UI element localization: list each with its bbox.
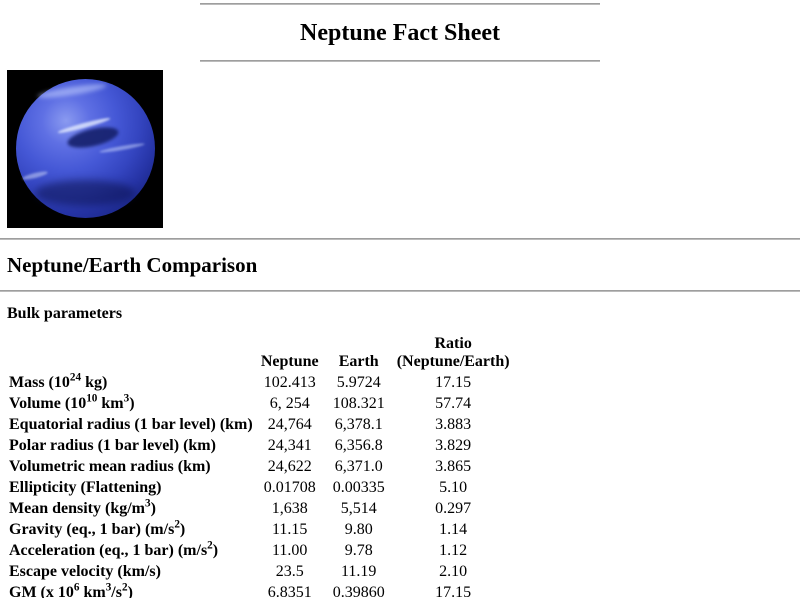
- cell-neptune: 24,341: [267, 437, 312, 454]
- cell-earth: 5,514: [340, 500, 377, 517]
- cell-earth: 108.321: [332, 395, 385, 412]
- cell-neptune: 6, 254: [269, 395, 310, 412]
- cell-neptune: 23.5: [275, 563, 304, 580]
- title-block: Neptune Fact Sheet: [200, 3, 600, 62]
- table-row: Escape velocity (km/s) 23.5 11.19 2.10: [7, 562, 512, 581]
- section-rule-bottom: [0, 290, 800, 292]
- table-body: Mass (1024 kg) 102.413 5.9724 17.15 Volume (…: [7, 371, 512, 598]
- table-row: Mass (1024 kg) 102.413 5.9724 17.15: [7, 371, 512, 392]
- cell-neptune: 24,622: [267, 458, 312, 475]
- table-row: Gravity (eq., 1 bar) (m/s2) 11.15 9.80 1.14: [7, 518, 512, 539]
- cell-neptune: 11.00: [272, 542, 308, 559]
- table-row: Volume (1010 km3) 6, 254 108.321 57.74: [7, 392, 512, 413]
- col-header-ratio-line1: Ratio: [434, 335, 472, 352]
- cell-ratio: 17.15: [435, 584, 472, 598]
- cell-earth: 9.78: [344, 542, 373, 559]
- neptune-image: [7, 70, 163, 228]
- cell-neptune: 6.8351: [267, 584, 312, 598]
- row-label: Mean density (kg/m3): [9, 497, 156, 517]
- cell-neptune: 102.413: [263, 374, 316, 391]
- table-corner-cell: [7, 335, 255, 371]
- cell-earth: 6,356.8: [334, 437, 383, 454]
- cell-earth: 6,371.0: [334, 458, 383, 475]
- row-label: Mass (1024 kg): [9, 371, 108, 391]
- row-label: Gravity (eq., 1 bar) (m/s2): [9, 518, 186, 538]
- table-row: Polar radius (1 bar level) (km) 24,341 6,3…: [7, 436, 512, 455]
- col-header-ratio: Ratio (Neptune/Earth): [395, 335, 512, 371]
- page-title: Neptune Fact Sheet: [300, 20, 500, 46]
- row-label: Polar radius (1 bar level) (km): [9, 437, 216, 454]
- row-label: Volumetric mean radius (km): [9, 458, 211, 475]
- row-label: Equatorial radius (1 bar level) (km): [9, 416, 253, 433]
- cell-earth: 9.80: [344, 521, 373, 538]
- row-label: Ellipticity (Flattening): [9, 479, 162, 496]
- section-rule-top: [0, 238, 800, 240]
- cell-ratio: 2.10: [439, 563, 468, 580]
- row-label: Escape velocity (km/s): [9, 563, 161, 580]
- table-row: Equatorial radius (1 bar level) (km) 24,7…: [7, 415, 512, 434]
- cell-earth: 5.9724: [336, 374, 381, 391]
- col-header-neptune: Neptune: [260, 353, 319, 370]
- cell-neptune: 0.01708: [263, 479, 316, 496]
- cell-ratio: 17.15: [435, 374, 472, 391]
- row-label: GM (x 106 km3/s2): [9, 581, 133, 598]
- cell-ratio: 5.10: [439, 479, 468, 496]
- title-rule-bottom: [200, 60, 600, 62]
- cell-ratio: 0.297: [435, 500, 472, 517]
- cell-ratio: 1.12: [439, 542, 468, 559]
- col-header-ratio-line2: (Neptune/Earth): [396, 353, 510, 370]
- bulk-parameters-table: Neptune Earth Ratio (Neptune/Earth) Mass…: [5, 333, 514, 598]
- table-row: Acceleration (eq., 1 bar) (m/s2) 11.00 9.7…: [7, 539, 512, 560]
- table-row: Ellipticity (Flattening) 0.01708 0.00335 5.…: [7, 478, 512, 497]
- cell-earth: 0.00335: [332, 479, 385, 496]
- row-label: Volume (1010 km3): [9, 392, 135, 412]
- neptune-south-band: [35, 180, 135, 206]
- cell-ratio: 3.829: [435, 437, 472, 454]
- cell-neptune: 11.15: [272, 521, 308, 538]
- title-rule-top: [200, 3, 600, 5]
- cell-ratio: 3.883: [435, 416, 472, 433]
- cell-ratio: 3.865: [435, 458, 472, 475]
- cell-earth: 11.19: [341, 563, 377, 580]
- cell-ratio: 57.74: [435, 395, 472, 412]
- bulk-parameters-heading: Bulk parameters: [7, 305, 123, 322]
- table-header-row: Neptune Earth Ratio (Neptune/Earth): [7, 335, 512, 371]
- table-row: Mean density (kg/m3) 1,638 5,514 0.297: [7, 497, 512, 518]
- table-row: Volumetric mean radius (km) 24,622 6,371.0…: [7, 457, 512, 476]
- comparison-heading: Neptune/Earth Comparison: [7, 253, 258, 277]
- row-label: Acceleration (eq., 1 bar) (m/s2): [9, 539, 219, 559]
- cell-ratio: 1.14: [439, 521, 468, 538]
- table-row: GM (x 106 km3/s2) 6.8351 0.39860 17.15: [7, 581, 512, 598]
- cell-neptune: 24,764: [267, 416, 312, 433]
- cell-earth: 6,378.1: [334, 416, 383, 433]
- cell-neptune: 1,638: [271, 500, 308, 517]
- cell-earth: 0.39860: [332, 584, 385, 598]
- col-header-earth: Earth: [338, 353, 379, 370]
